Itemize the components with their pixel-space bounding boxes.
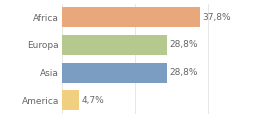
Text: 37,8%: 37,8% <box>202 13 231 22</box>
Bar <box>62 35 167 55</box>
Bar <box>62 90 79 110</box>
Bar <box>62 63 167 83</box>
Bar <box>62 7 200 27</box>
Text: 4,7%: 4,7% <box>82 96 104 105</box>
Text: 28,8%: 28,8% <box>170 68 198 77</box>
Text: 28,8%: 28,8% <box>170 41 198 49</box>
